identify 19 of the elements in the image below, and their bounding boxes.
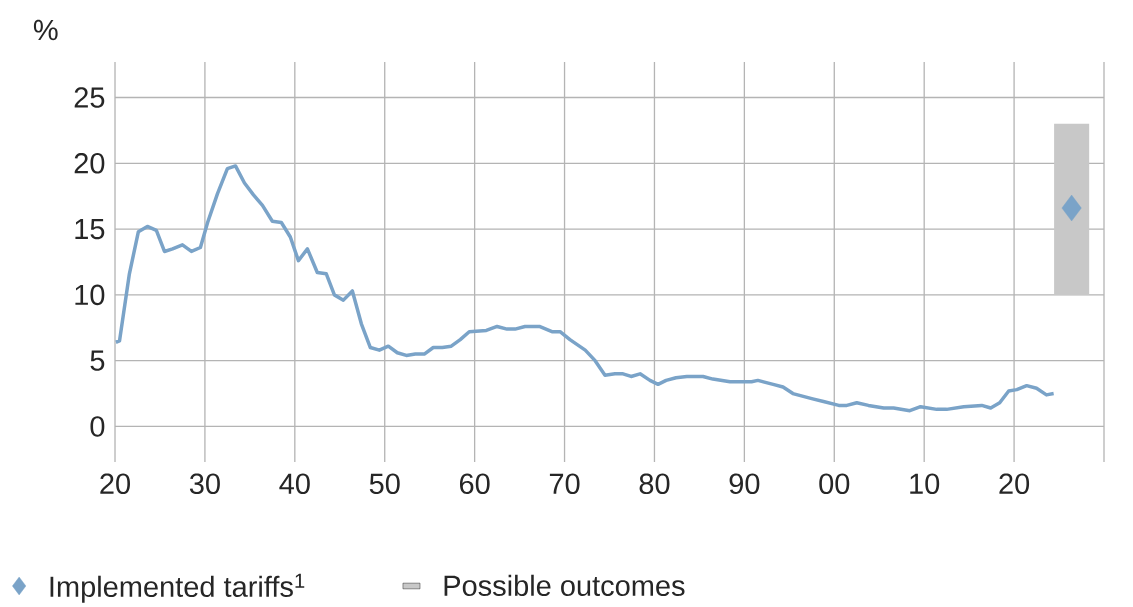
y-tick-label: 15 <box>75 218 105 240</box>
x-tick-label: 90 <box>729 473 760 495</box>
x-tick-label: 10 <box>910 473 940 495</box>
x-tick-label: 20 <box>999 473 1030 495</box>
y-tick-label: 20 <box>74 153 105 174</box>
y-axis-title: % <box>33 19 58 41</box>
x-tick-label: 60 <box>459 473 490 495</box>
x-tick-label: 30 <box>189 473 220 495</box>
x-tick-label: 70 <box>549 473 580 495</box>
legend-label: Implemented tariffs$^{1}$ <box>50 573 305 603</box>
x-tick-label: 00 <box>819 473 850 495</box>
y-tick-label: 10 <box>75 284 105 306</box>
x-tick-label: 40 <box>279 473 310 495</box>
y-tick-label: 5 <box>90 350 105 371</box>
y-tick-label: 25 <box>74 87 105 108</box>
legend-label: Possible outcomes <box>444 574 685 597</box>
y-tick-label: 0 <box>90 416 105 437</box>
x-tick-label: 80 <box>639 473 670 495</box>
x-tick-label: 50 <box>369 473 400 495</box>
